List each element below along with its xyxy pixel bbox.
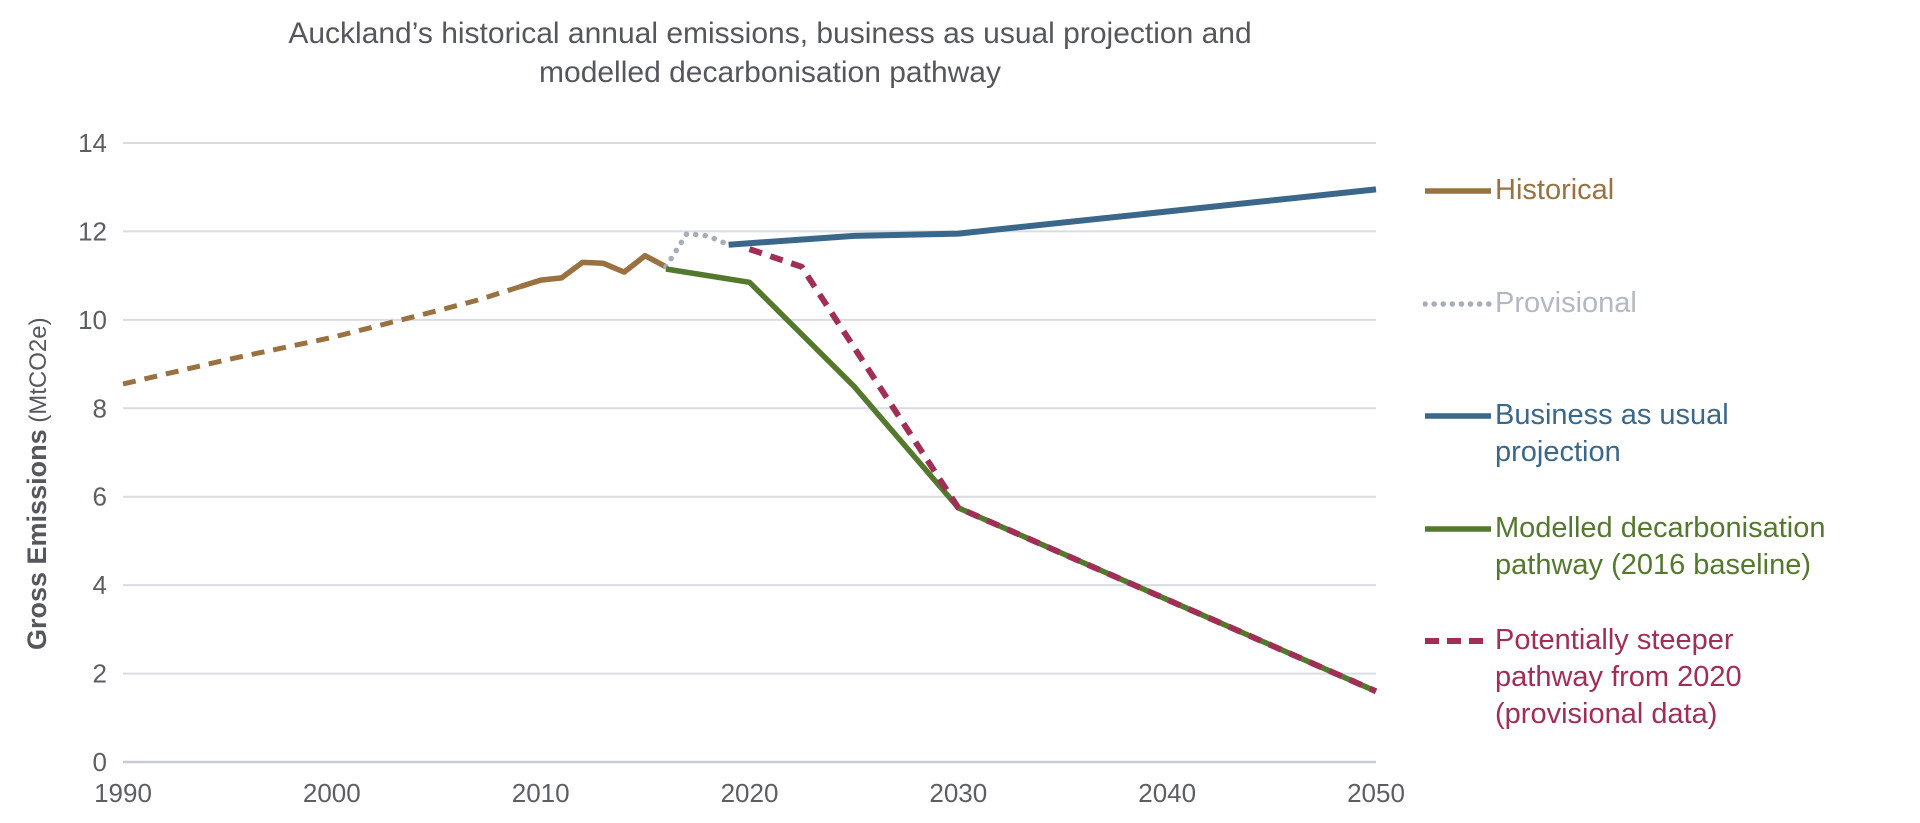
gridlines (123, 142, 1376, 764)
legend-swatch-solid-line (1425, 413, 1491, 419)
legend-label-modelled-pathway: Modelled decarbonisation pathway (2016 ba… (1495, 510, 1826, 584)
legend-item-historical: Historical (1423, 172, 1614, 209)
series-historical_interpolated-line (122, 284, 521, 387)
legend-label-line: Business as usual (1495, 399, 1729, 431)
series-business_as_usual-line (728, 186, 1377, 248)
legend-label-line: Modelled decarbonisation (1495, 511, 1826, 544)
legend-label-line: Provisional (1495, 286, 1637, 319)
legend-label-line: Potentially steeper (1495, 624, 1734, 656)
x-tick-label: 2020 (721, 778, 779, 808)
legend-item-business-as-usual: Business as usual projection (1423, 397, 1729, 471)
y-tick-label: 14 (78, 128, 107, 158)
legend-swatch-dashed-line (1425, 638, 1491, 644)
legend-label-provisional: Provisional (1495, 285, 1637, 322)
legend-label-line: projection (1495, 436, 1621, 468)
axis-tick-labels: 0 2 4 6 8 10 12 14 1990 2000 2010 2020 2030 2040 2050 (78, 128, 1405, 808)
series-provisional-line (663, 230, 732, 270)
legend-label-line: Historical (1495, 174, 1615, 206)
series-historical-line (518, 252, 668, 290)
legend-swatch-solid-line (1425, 525, 1491, 532)
legend-label-business-as-usual: Business as usual projection (1495, 397, 1729, 471)
legend-item-provisional: Provisional (1423, 285, 1637, 322)
legend-swatch-dotted-line (1423, 300, 1493, 307)
chart-title-line-1: Auckland’s historical annual emissions, … (288, 17, 1252, 50)
legend-label-line: pathway (2016 baseline) (1495, 548, 1811, 581)
series-modelled_pathway-line (665, 266, 1378, 694)
legend-swatch-solid-line (1425, 188, 1491, 194)
chart-title: Auckland’s historical annual emissions, … (100, 14, 1440, 92)
y-tick-label: 12 (78, 216, 107, 246)
series-lines (122, 186, 1378, 695)
legend-label-steeper-pathway: Potentially steeper pathway from 2020 (pro… (1495, 622, 1742, 733)
legend-item-modelled-pathway: Modelled decarbonisation pathway (2016 ba… (1423, 510, 1826, 584)
x-tick-label: 1990 (94, 778, 152, 808)
y-tick-label: 0 (93, 747, 107, 777)
legend-label-historical: Historical (1495, 172, 1614, 209)
legend-label-line: pathway from 2020 (1495, 661, 1742, 693)
chart-title-line-2: modelled decarbonisation pathway (539, 56, 1001, 89)
x-tick-label: 2000 (303, 778, 361, 808)
chart-legend: Historical Provisional Business as usual pr… (1423, 0, 1920, 823)
y-tick-label: 2 (93, 659, 107, 689)
legend-label-line: (provisional data) (1495, 698, 1718, 730)
y-tick-label: 10 (78, 305, 107, 335)
x-tick-label: 2040 (1138, 778, 1196, 808)
y-tick-label: 6 (93, 482, 107, 512)
x-tick-label: 2010 (512, 778, 570, 808)
x-tick-label: 2050 (1347, 778, 1405, 808)
y-tick-label: 8 (93, 393, 107, 423)
legend-item-steeper-pathway: Potentially steeper pathway from 2020 (pro… (1423, 622, 1742, 733)
x-tick-label: 2030 (929, 778, 987, 808)
series-steeper_pathway-line (748, 246, 1378, 695)
y-tick-label: 4 (93, 570, 107, 600)
